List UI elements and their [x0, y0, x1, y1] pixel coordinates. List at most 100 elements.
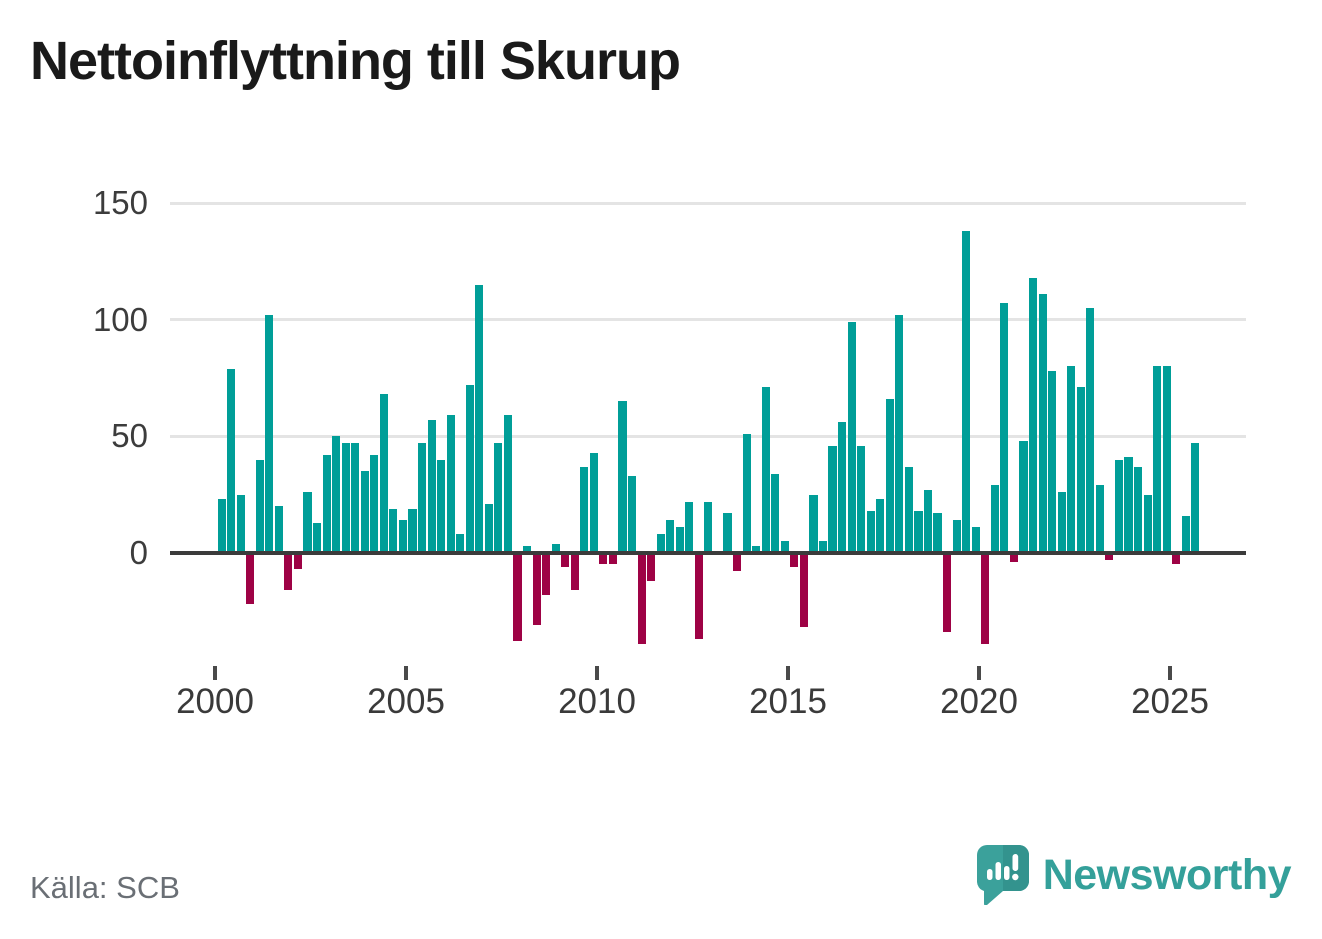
x-axis-tick	[595, 666, 599, 680]
bar	[962, 231, 971, 553]
x-axis-tick	[977, 666, 981, 680]
bar	[1114, 459, 1123, 553]
bar	[217, 499, 226, 553]
bar	[914, 511, 923, 553]
bar	[246, 555, 255, 604]
bar	[1172, 555, 1181, 565]
source-caption: Källa: SCB	[30, 870, 180, 905]
bar	[904, 466, 913, 553]
bar	[771, 473, 780, 553]
bar	[1095, 485, 1104, 553]
bar	[284, 555, 293, 590]
bar	[465, 385, 474, 553]
bar	[1133, 466, 1143, 553]
bar	[446, 415, 455, 553]
bar	[952, 520, 961, 553]
x-axis-label: 2010	[558, 682, 636, 721]
bar	[666, 520, 675, 553]
bar	[1153, 366, 1162, 553]
bar	[637, 555, 646, 644]
bar	[427, 420, 436, 553]
bar	[274, 506, 283, 553]
gridline	[170, 201, 1246, 205]
y-axis-label: 150	[92, 184, 148, 222]
bar	[561, 555, 570, 567]
bar	[513, 555, 522, 642]
bar	[418, 443, 427, 553]
bar	[1086, 308, 1095, 553]
bar	[599, 555, 608, 565]
bar	[704, 501, 713, 553]
bar	[761, 387, 770, 553]
bar	[1009, 555, 1018, 562]
bar	[809, 494, 818, 553]
bar	[351, 443, 360, 553]
bar	[551, 543, 560, 553]
bar	[885, 399, 894, 553]
chart-title: Nettoinflyttning till Skurup	[30, 31, 681, 91]
bar	[818, 541, 828, 553]
bar	[933, 513, 942, 553]
gridline	[170, 434, 1246, 438]
bar	[971, 527, 980, 553]
bar	[799, 555, 808, 628]
bar	[389, 508, 398, 553]
bar	[379, 394, 388, 553]
bar	[895, 315, 904, 553]
y-axis-label: 50	[111, 417, 148, 455]
y-axis-label: 100	[92, 300, 148, 338]
bar	[532, 555, 541, 625]
bar	[1000, 303, 1009, 553]
bar	[303, 492, 312, 553]
bar	[1143, 494, 1152, 553]
gridline	[170, 318, 1246, 322]
bar	[628, 476, 637, 553]
newsworthy-logo-icon	[976, 845, 1029, 905]
x-axis-label: 2005	[367, 682, 445, 721]
bar	[990, 485, 999, 553]
bar	[398, 520, 408, 553]
x-axis-label: 2020	[940, 682, 1018, 721]
bar	[265, 315, 274, 553]
bar	[723, 513, 732, 553]
x-axis-label: 2025	[1131, 682, 1209, 721]
bar	[866, 511, 875, 553]
bar	[876, 499, 885, 553]
bar	[790, 555, 799, 567]
bar	[589, 452, 598, 553]
bar	[332, 436, 341, 554]
bar	[1076, 387, 1085, 553]
bar	[494, 443, 503, 553]
bar	[1162, 366, 1171, 553]
bar	[293, 555, 303, 569]
bar	[981, 555, 990, 644]
bar	[1191, 443, 1200, 553]
bar	[542, 555, 551, 595]
x-axis-tick	[404, 666, 408, 680]
x-axis-tick	[786, 666, 790, 680]
bar	[236, 494, 245, 553]
bar	[255, 459, 264, 553]
bar	[503, 415, 513, 553]
bar	[456, 534, 465, 553]
bar	[437, 459, 446, 553]
bar	[1019, 441, 1028, 553]
bar	[322, 455, 331, 553]
bar	[1057, 492, 1066, 553]
y-axis-label: 0	[129, 534, 148, 571]
bar	[752, 546, 761, 553]
bar	[1028, 277, 1038, 553]
bar	[847, 322, 856, 553]
bar	[580, 466, 589, 553]
x-axis-label: 2015	[749, 682, 827, 721]
bar	[733, 555, 742, 572]
bar	[618, 401, 627, 553]
bar	[694, 555, 703, 639]
newsworthy-wordmark: Newsworthy	[1042, 851, 1292, 899]
bar	[838, 422, 847, 553]
bar	[1124, 457, 1133, 553]
bar	[227, 368, 236, 553]
bar	[475, 284, 484, 553]
